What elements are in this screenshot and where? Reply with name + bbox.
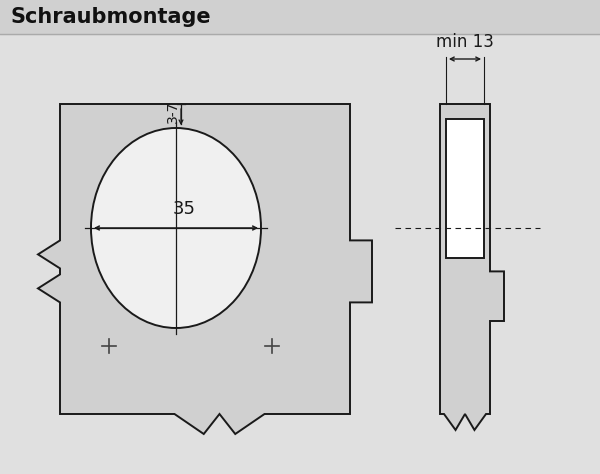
Text: min 13: min 13 xyxy=(436,33,494,51)
Polygon shape xyxy=(440,104,504,430)
Text: Schraubmontage: Schraubmontage xyxy=(10,7,211,27)
Polygon shape xyxy=(38,104,372,434)
Text: 3-7: 3-7 xyxy=(166,101,180,123)
Bar xyxy=(0,0,600,34)
Text: 35: 35 xyxy=(173,200,196,218)
Ellipse shape xyxy=(91,128,261,328)
Bar xyxy=(446,119,484,258)
